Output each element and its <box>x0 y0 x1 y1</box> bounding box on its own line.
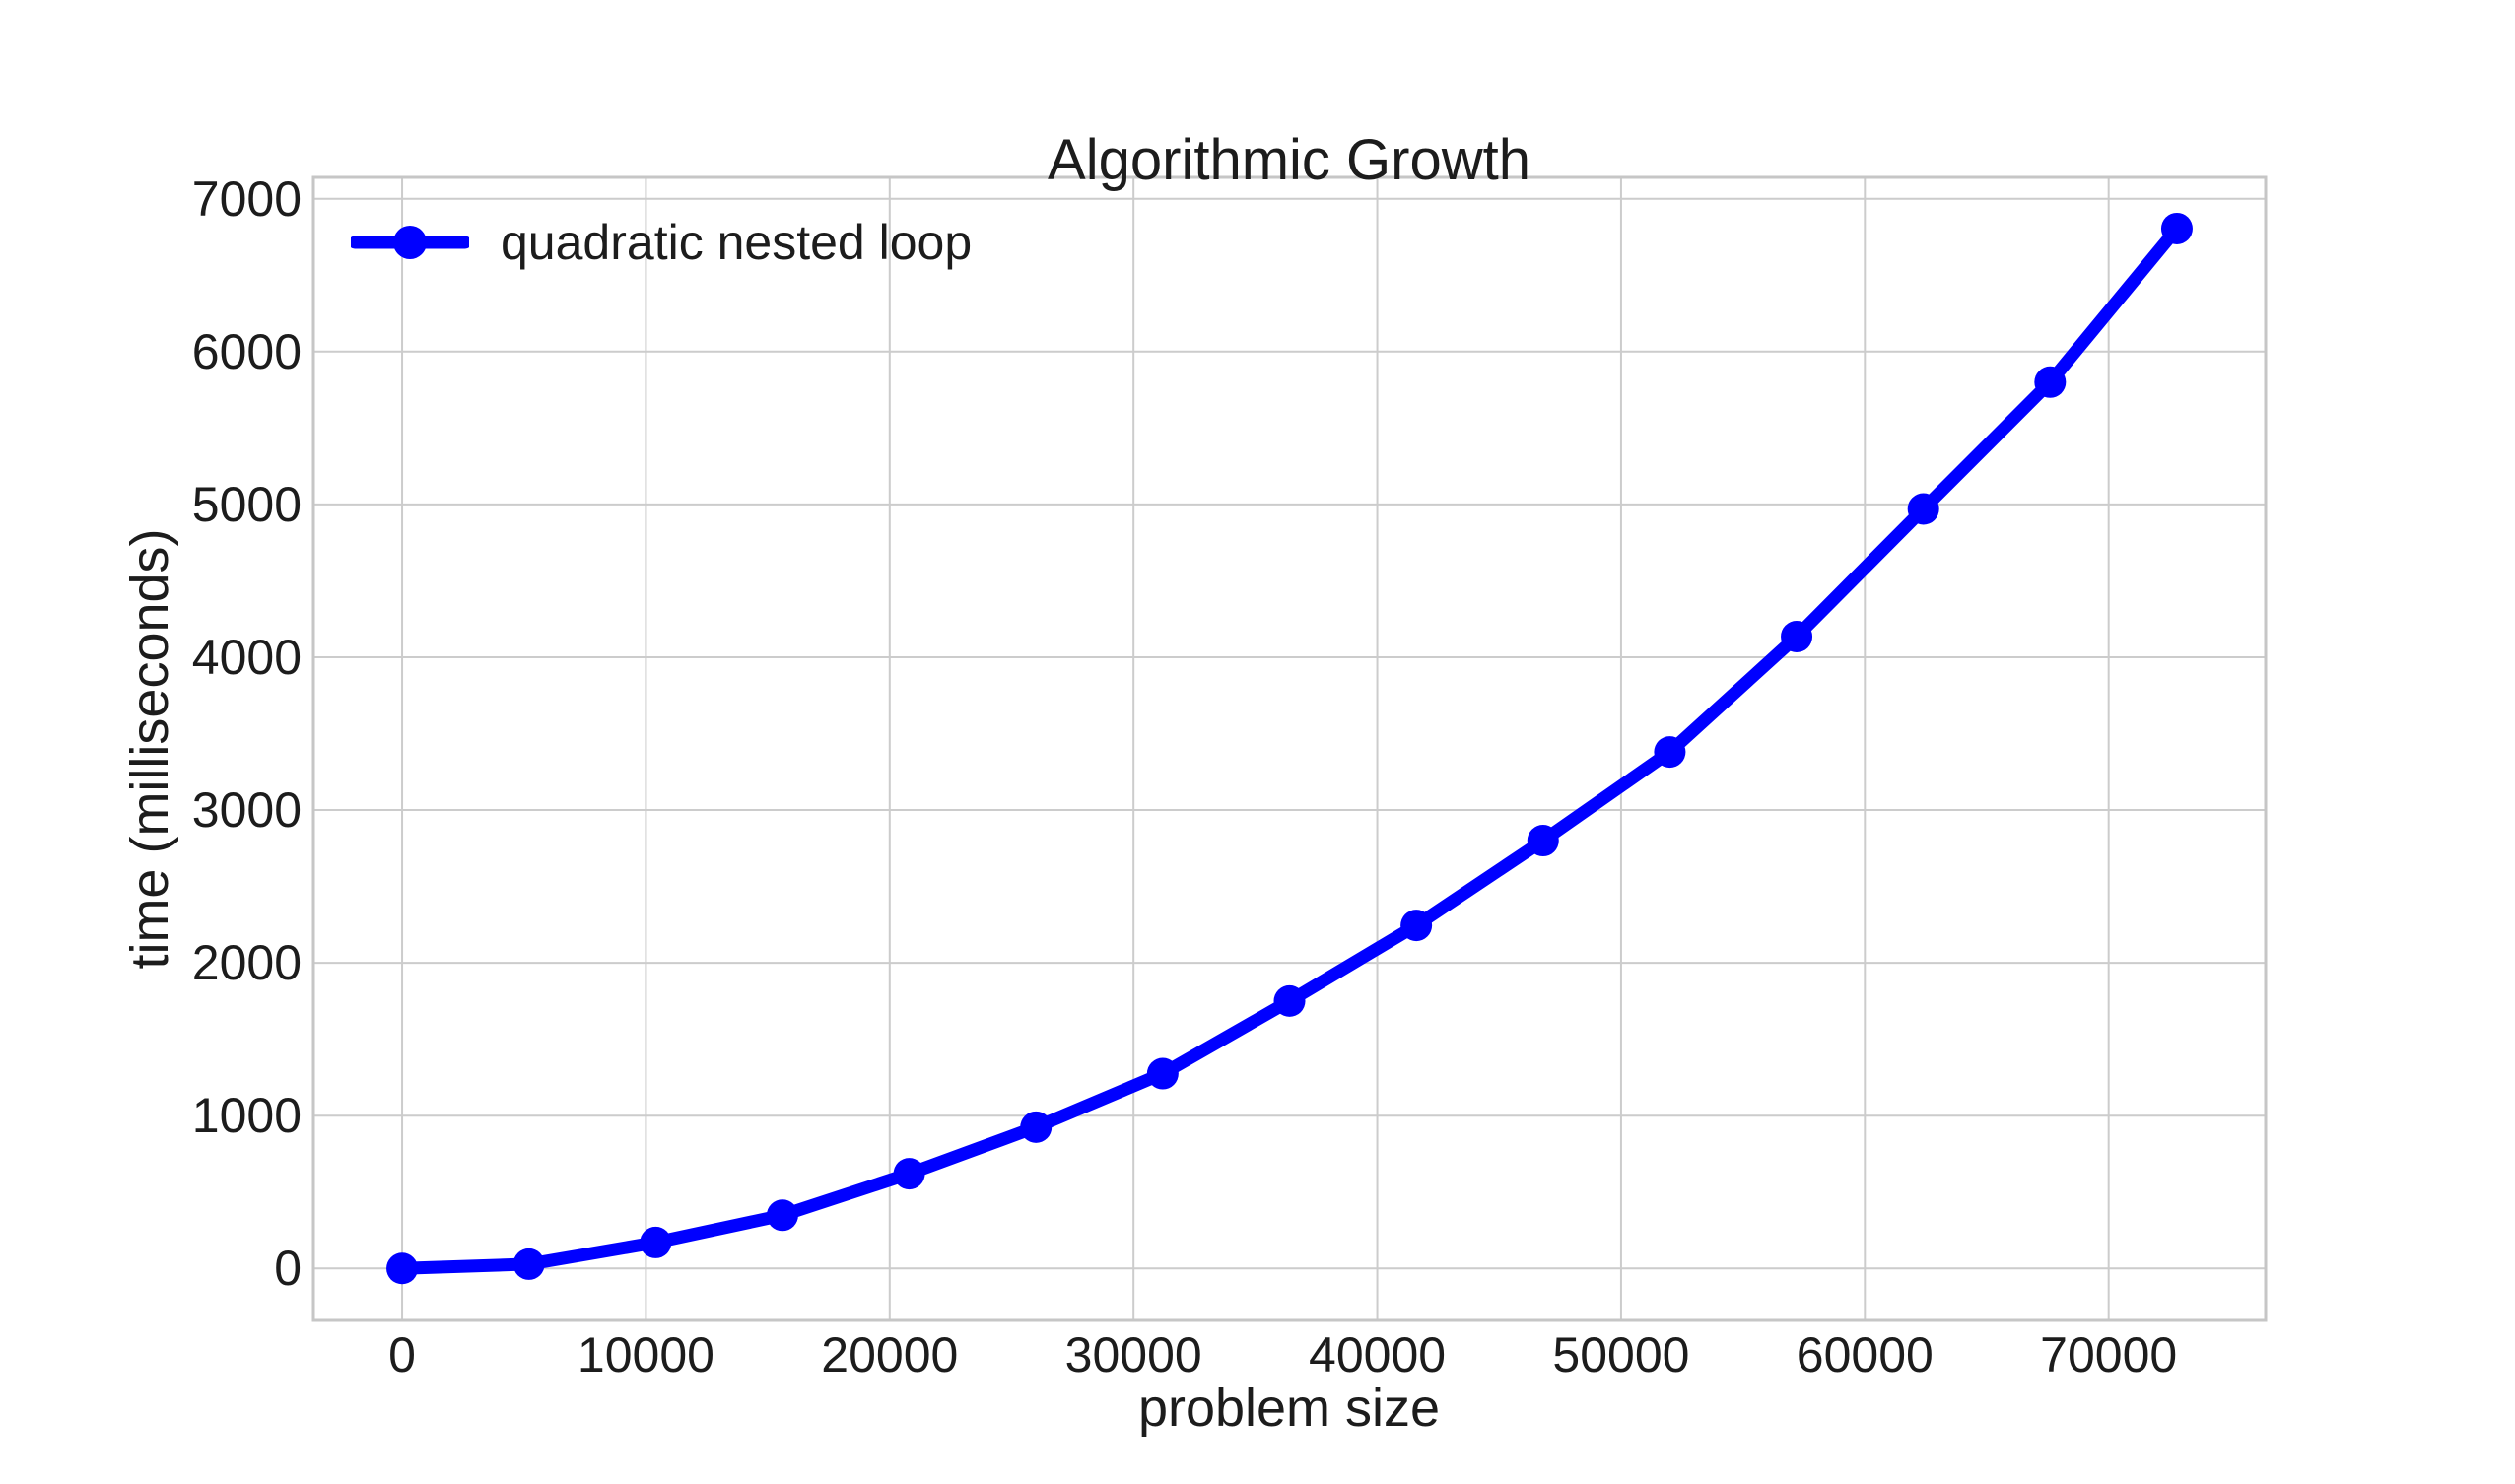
x-tick-label: 40000 <box>1309 1327 1447 1383</box>
x-tick-label: 70000 <box>2040 1327 2178 1383</box>
x-tick-label: 20000 <box>821 1327 959 1383</box>
chart-title: Algorithmic Growth <box>1048 128 1530 192</box>
x-axis-label: problem size <box>1137 1379 1441 1438</box>
legend-label: quadratic nested loop <box>501 215 973 270</box>
data-point-marker <box>766 1199 798 1232</box>
data-point-marker <box>386 1252 419 1285</box>
data-point-marker <box>1781 621 1813 653</box>
data-point-marker <box>2034 366 2067 398</box>
data-point-marker <box>1400 910 1433 942</box>
y-tick-label: 7000 <box>191 170 302 227</box>
data-point-marker <box>512 1248 545 1280</box>
data-point-marker <box>1907 493 1939 525</box>
y-tick-label: 0 <box>274 1241 302 1297</box>
y-tick-label: 2000 <box>191 935 302 991</box>
y-tick-label: 5000 <box>191 476 302 532</box>
x-tick-label: 0 <box>388 1327 416 1383</box>
x-tick-label: 30000 <box>1064 1327 1202 1383</box>
y-axis-label: time (milliseconds) <box>120 528 179 970</box>
data-point-marker <box>1020 1111 1053 1143</box>
data-point-marker <box>1654 736 1686 769</box>
y-tick-label: 6000 <box>191 323 302 379</box>
data-point-marker <box>1273 984 1306 1017</box>
data-point-marker <box>2160 212 2193 244</box>
x-tick-label: 50000 <box>1552 1327 1690 1383</box>
plot-border <box>311 175 2268 1322</box>
data-point-marker <box>1146 1057 1179 1090</box>
x-tick-label: 10000 <box>577 1327 714 1383</box>
legend: quadratic nested loop <box>351 209 972 276</box>
y-tick-label: 1000 <box>191 1088 302 1144</box>
data-point-marker <box>640 1226 672 1258</box>
data-point-marker <box>893 1158 925 1190</box>
series-line <box>395 222 2184 1275</box>
x-tick-label: 60000 <box>1796 1327 1934 1383</box>
legend-key-line <box>351 226 469 259</box>
y-tick-label: 3000 <box>191 782 302 839</box>
legend-marker-icon <box>393 226 427 259</box>
data-point-marker <box>1527 825 1559 857</box>
y-tick-label: 4000 <box>191 629 302 685</box>
